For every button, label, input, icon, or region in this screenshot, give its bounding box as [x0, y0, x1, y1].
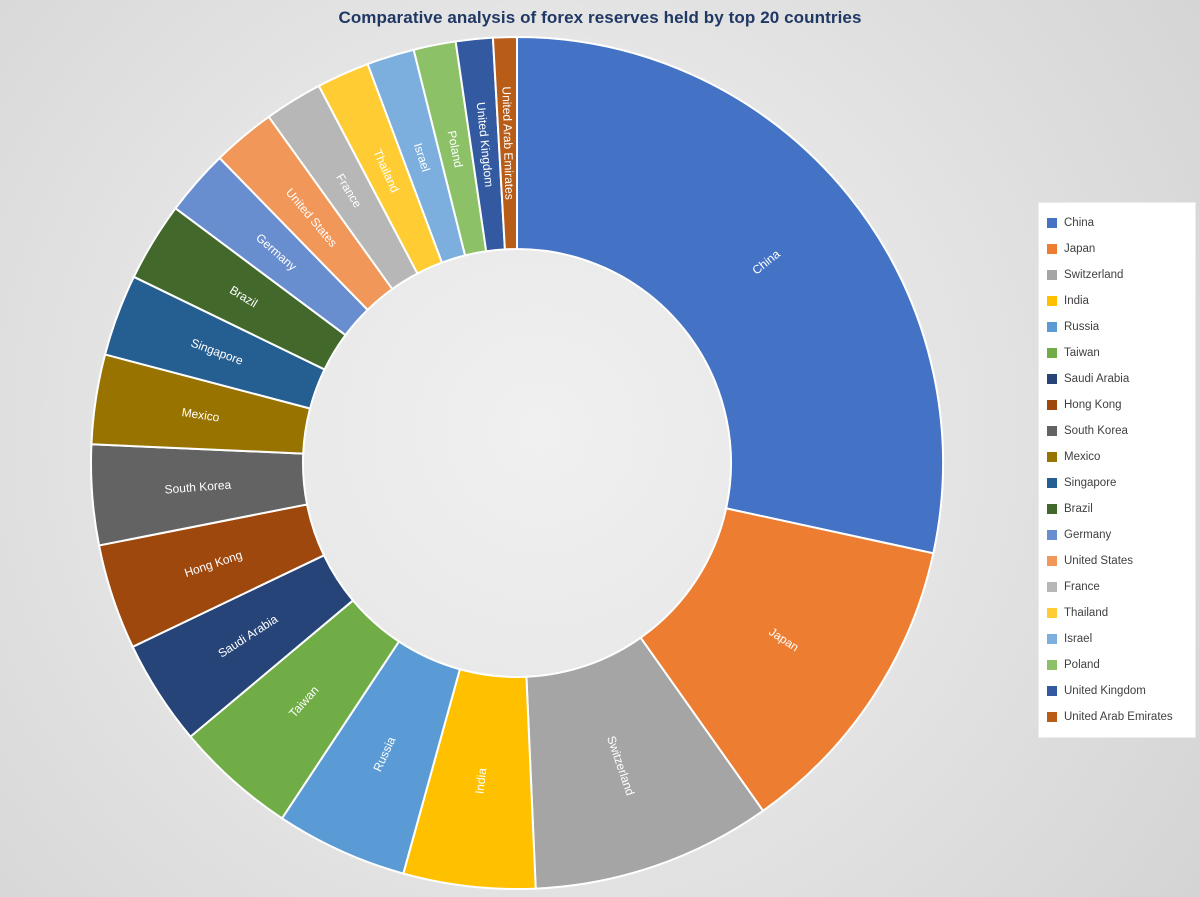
legend-label: Taiwan: [1064, 347, 1100, 359]
legend-swatch-icon: [1047, 660, 1057, 670]
legend-item-south-korea: South Korea: [1047, 418, 1189, 444]
legend-swatch-icon: [1047, 400, 1057, 410]
legend-label: United States: [1064, 555, 1134, 567]
legend-item-israel: Israel: [1047, 626, 1189, 652]
legend-label: Hong Kong: [1064, 399, 1122, 411]
legend-label: United Arab Emirates: [1064, 711, 1173, 723]
legend-item-united-kingdom: United Kingdom: [1047, 678, 1189, 704]
legend-swatch-icon: [1047, 270, 1057, 280]
legend-item-russia: Russia: [1047, 314, 1189, 340]
legend-item-france: France: [1047, 574, 1189, 600]
legend-swatch-icon: [1047, 322, 1057, 332]
legend-item-united-states: United States: [1047, 548, 1189, 574]
chart-title: Comparative analysis of forex reserves h…: [338, 8, 862, 27]
legend-item-saudi-arabia: Saudi Arabia: [1047, 366, 1189, 392]
legend-swatch-icon: [1047, 582, 1057, 592]
legend-label: China: [1064, 217, 1095, 229]
legend-label: Israel: [1064, 633, 1093, 645]
legend-swatch-icon: [1047, 530, 1057, 540]
legend-swatch-icon: [1047, 712, 1057, 722]
legend-label: Germany: [1064, 529, 1112, 541]
legend-item-germany: Germany: [1047, 522, 1189, 548]
legend-label: Thailand: [1064, 607, 1109, 619]
legend-label: Saudi Arabia: [1064, 373, 1130, 385]
pie-slice-china: [516, 36, 944, 555]
legend-label: Mexico: [1064, 451, 1101, 463]
legend-swatch-icon: [1047, 452, 1057, 462]
legend-item-poland: Poland: [1047, 652, 1189, 678]
legend-swatch-icon: [1047, 634, 1057, 644]
legend-swatch-icon: [1047, 374, 1057, 384]
legend-item-taiwan: Taiwan: [1047, 340, 1189, 366]
legend-label: United Kingdom: [1064, 685, 1146, 697]
legend-item-switzerland: Switzerland: [1047, 262, 1189, 288]
legend-swatch-icon: [1047, 218, 1057, 228]
legend-swatch-icon: [1047, 608, 1057, 618]
legend-swatch-icon: [1047, 348, 1057, 358]
legend-swatch-icon: [1047, 686, 1057, 696]
legend-label: Brazil: [1064, 503, 1093, 515]
legend-label: Japan: [1064, 243, 1096, 255]
legend-label: France: [1064, 581, 1100, 593]
legend-item-united-arab-emirates: United Arab Emirates: [1047, 704, 1189, 730]
legend-label: Singapore: [1064, 477, 1117, 489]
legend-label: Switzerland: [1064, 269, 1124, 281]
slice-label: South Korea: [164, 478, 232, 497]
pie-slice-united-arab-emirates: [491, 35, 518, 251]
legend-item-thailand: Thailand: [1047, 600, 1189, 626]
chart-legend: China Japan Switzerland India Russia Taiwan Sa…: [1038, 202, 1196, 738]
legend-label: India: [1064, 295, 1089, 307]
legend-swatch-icon: [1047, 426, 1057, 436]
legend-item-china: China: [1047, 210, 1189, 236]
legend-item-japan: Japan: [1047, 236, 1189, 262]
legend-item-mexico: Mexico: [1047, 444, 1189, 470]
legend-item-hong-kong: Hong Kong: [1047, 392, 1189, 418]
slice-label: Mexico: [181, 405, 221, 425]
legend-item-india: India: [1047, 288, 1189, 314]
legend-label: Poland: [1064, 659, 1100, 671]
legend-swatch-icon: [1047, 504, 1057, 514]
legend-swatch-icon: [1047, 296, 1057, 306]
legend-item-brazil: Brazil: [1047, 496, 1189, 522]
pie-slice-japan: [639, 507, 935, 812]
legend-label: South Korea: [1064, 425, 1128, 437]
legend-label: Russia: [1064, 321, 1100, 333]
legend-swatch-icon: [1047, 244, 1057, 254]
legend-item-singapore: Singapore: [1047, 470, 1189, 496]
slice-label: India: [472, 767, 489, 795]
legend-swatch-icon: [1047, 556, 1057, 566]
slice-label: United Arab Emirates: [499, 86, 516, 200]
legend-swatch-icon: [1047, 478, 1057, 488]
